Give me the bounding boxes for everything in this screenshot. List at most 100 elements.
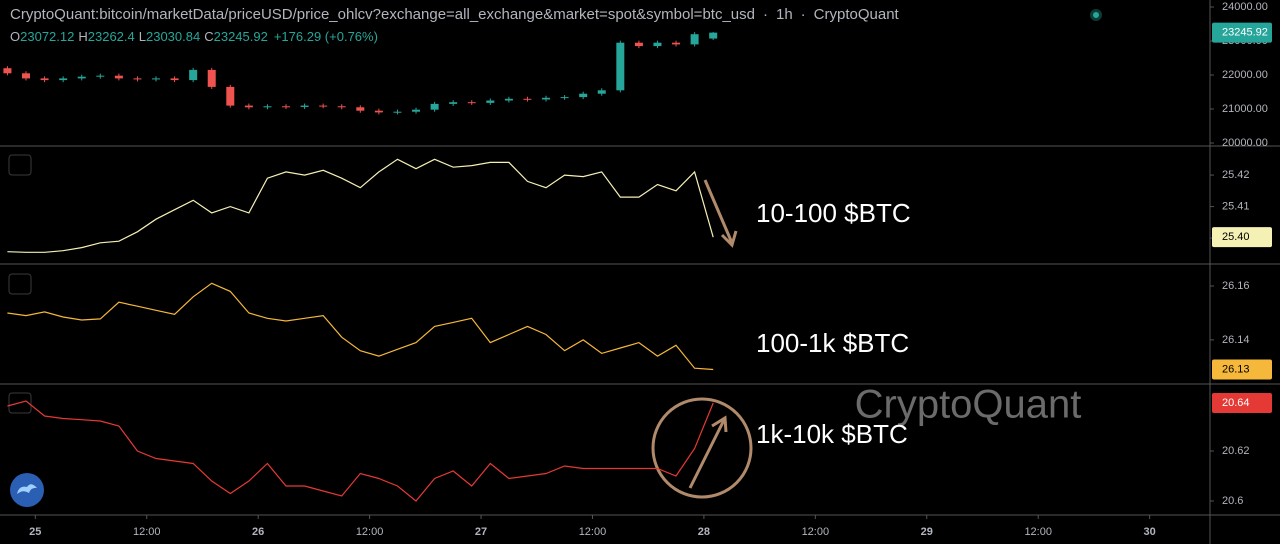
candle-body (653, 42, 662, 47)
last-value-label: 23245.92 (1222, 27, 1268, 39)
candle-body (263, 106, 272, 108)
candle-body (96, 75, 105, 77)
y-tick-label: 26.16 (1222, 280, 1250, 292)
candle-body (690, 34, 699, 45)
annotation-circle (651, 397, 753, 499)
y-tick-label: 24000.00 (1222, 1, 1268, 13)
annotation-arrow (703, 179, 734, 244)
source: CryptoQuant (814, 6, 900, 23)
y-tick-label: 26.14 (1222, 334, 1250, 346)
x-tick-label: 27 (475, 526, 487, 538)
candle-body (374, 110, 383, 113)
candle-body (170, 78, 179, 81)
ohlc-legend: O23072.12 H23262.4 L23030.84 C23245.92 +176.… (10, 29, 378, 44)
candle-body (152, 78, 161, 80)
x-tick-label: 30 (1144, 526, 1156, 538)
last-value-tag (1212, 393, 1272, 413)
candle-body (22, 73, 31, 79)
x-tick-label: 29 (921, 526, 933, 538)
candle-body (282, 106, 291, 108)
candle-body (616, 42, 625, 91)
separator: · (801, 6, 806, 23)
candle-body (77, 76, 86, 79)
x-tick-label: 25 (29, 526, 41, 538)
x-tick-label: 28 (698, 526, 710, 538)
pane-toggle[interactable] (8, 392, 32, 414)
annotation-arrow (688, 419, 726, 489)
watermark: CryptoQuant (855, 383, 1082, 427)
candle-body (114, 75, 123, 79)
ohlc-label: H (78, 29, 87, 44)
x-tick-label: 12:00 (802, 526, 830, 538)
candle-body (3, 68, 12, 74)
ohlc-label: O (10, 29, 20, 44)
series-label: 100-1k $BTC (756, 328, 909, 358)
candle-body (319, 105, 328, 107)
candle-body (709, 32, 718, 39)
status-dot (1093, 12, 1099, 18)
candle-body (59, 78, 68, 81)
candle-body (337, 106, 346, 108)
series-line (7, 282, 714, 371)
y-tick-label: 20.62 (1222, 445, 1250, 457)
last-value-tag (1212, 359, 1272, 380)
series-line (7, 158, 714, 253)
y-tick-label: 25.42 (1222, 169, 1250, 181)
x-tick-label: 12:00 (579, 526, 607, 538)
candle-body (430, 103, 439, 110)
candle-body (356, 107, 365, 111)
candle-body (579, 93, 588, 98)
series-label: 1k-10k $BTC (756, 419, 908, 449)
candle-body (542, 97, 551, 100)
candle-body (672, 42, 681, 45)
candle-body (634, 42, 643, 47)
ohlc-label: C (204, 29, 213, 44)
header: CryptoQuant:bitcoin/marketData/priceUSD/… (10, 6, 900, 23)
candle-body (189, 69, 198, 81)
ohlc-value: 23245.92 (214, 29, 268, 44)
candle-body (467, 102, 476, 104)
symbol: CryptoQuant:bitcoin/marketData/priceUSD/… (10, 6, 755, 23)
candle-body (300, 105, 309, 107)
candle-body (393, 111, 402, 113)
last-value-label: 26.13 (1222, 363, 1250, 375)
last-value-label: 20.64 (1222, 397, 1250, 409)
candle-body (504, 98, 513, 101)
pane-toggle[interactable] (8, 154, 32, 176)
ohlc-label: L (139, 29, 146, 44)
last-value-tag (1212, 22, 1272, 43)
series-label: 10-100 $BTC (756, 198, 911, 228)
candle-body (244, 105, 253, 108)
candle-body (597, 90, 606, 94)
y-tick-label: 20000.00 (1222, 137, 1268, 149)
candle-body (40, 78, 49, 81)
separator: · (763, 6, 768, 23)
y-tick-label: 22000.00 (1222, 69, 1268, 81)
last-value-label: 25.40 (1222, 231, 1250, 243)
interval: 1h (776, 6, 793, 23)
x-tick-label: 12:00 (1024, 526, 1052, 538)
candle-body (449, 102, 458, 104)
series-line (7, 400, 714, 502)
ohlc-value: 23262.4 (88, 29, 135, 44)
candle-body (412, 109, 421, 112)
annotation-arrowhead (720, 230, 738, 248)
candle-body (207, 69, 216, 87)
x-tick-label: 12:00 (356, 526, 384, 538)
logo-icon (17, 484, 37, 494)
pane-toggle[interactable] (8, 273, 32, 295)
candle-body (133, 78, 142, 80)
ohlc-value: 23030.84 (146, 29, 200, 44)
ohlc-value: 23072.12 (20, 29, 74, 44)
x-tick-label: 12:00 (133, 526, 161, 538)
candle-body (560, 97, 569, 99)
y-tick-label: 21000.00 (1222, 103, 1268, 115)
candle-body (523, 98, 532, 100)
candle-body (486, 100, 495, 103)
last-value-tag (1212, 227, 1272, 248)
annotation-arrowhead (711, 415, 728, 433)
y-tick-label: 25.41 (1222, 200, 1250, 212)
